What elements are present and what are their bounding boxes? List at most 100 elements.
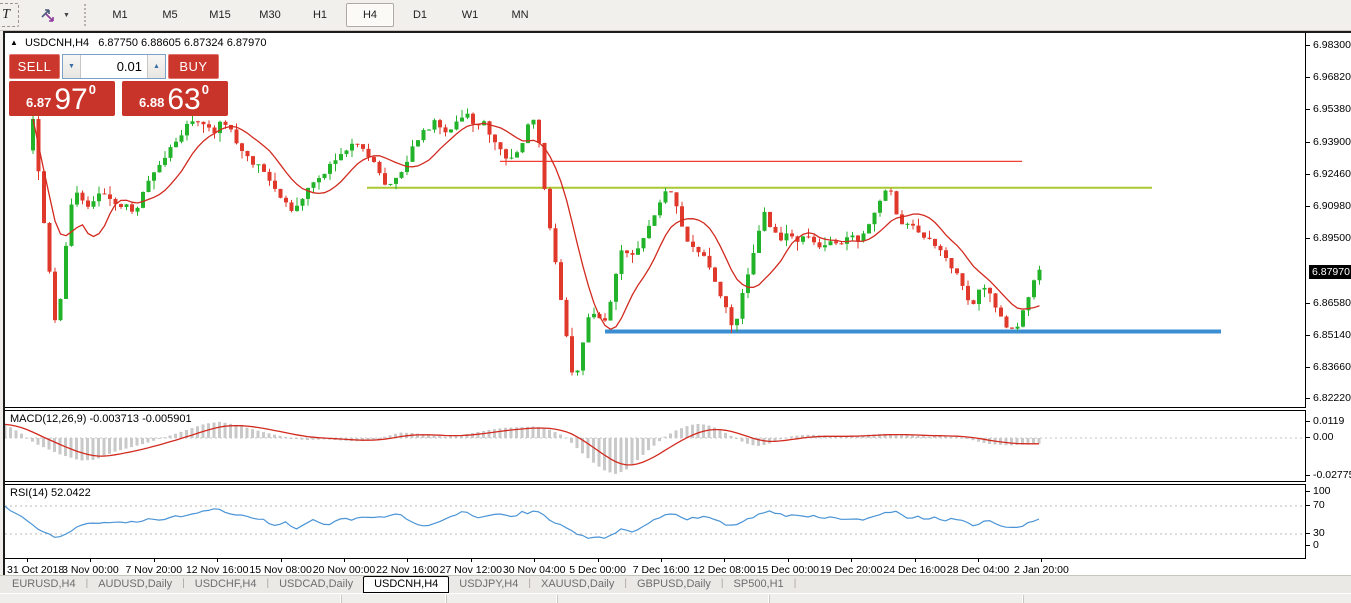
time-tick bbox=[90, 558, 92, 562]
text-tool-label: T bbox=[2, 7, 10, 22]
time-tick bbox=[851, 558, 853, 562]
axis-tick bbox=[1306, 77, 1310, 78]
time-axis-label: 12 Dec 08:00 bbox=[693, 564, 756, 576]
volume-decrease-button[interactable]: ▼ bbox=[63, 55, 81, 78]
time-tick bbox=[1041, 558, 1043, 562]
time-axis-label: 22 Nov 16:00 bbox=[376, 564, 439, 576]
sell-button[interactable]: SELL bbox=[9, 54, 60, 79]
buy-price-prefix: 6.88 bbox=[139, 95, 165, 110]
chart-tab-eurusd[interactable]: EURUSD,H4 bbox=[12, 578, 76, 590]
swap-arrows-icon bbox=[41, 9, 54, 22]
buy-price-point: 0 bbox=[201, 82, 209, 97]
time-axis-label: 19 Dec 20:00 bbox=[819, 564, 883, 576]
macd-axis-label: 0.00 bbox=[1313, 431, 1334, 443]
tab-separator: | bbox=[266, 578, 270, 589]
buy-button[interactable]: BUY bbox=[168, 54, 219, 79]
rsi-chart bbox=[5, 505, 1305, 539]
tab-separator: | bbox=[793, 578, 797, 589]
sell-quote-box[interactable]: 6.87 97 0 bbox=[9, 81, 115, 116]
axis-tick bbox=[1306, 491, 1310, 492]
toolbar-grip-handle[interactable] bbox=[83, 4, 88, 26]
timeframe-button-m30[interactable]: M30 bbox=[259, 9, 281, 21]
price-axis-label: 6.90980 bbox=[1313, 200, 1351, 212]
timeframe-button-d1[interactable]: D1 bbox=[412, 9, 428, 21]
time-axis-label: 20 Nov 00:00 bbox=[312, 564, 376, 576]
price-axis-label: 6.95380 bbox=[1313, 103, 1351, 115]
time-axis-label: 27 Nov 12:00 bbox=[439, 564, 503, 576]
current-price-tag: 6.87970 bbox=[1309, 265, 1351, 279]
timeframe-button-m15[interactable]: M15 bbox=[209, 9, 231, 21]
volume-stepper: ▼ 0.01 ▲ bbox=[62, 54, 166, 79]
time-tick bbox=[724, 558, 726, 562]
time-axis-label: 24 Dec 16:00 bbox=[883, 564, 946, 576]
axis-tick bbox=[1306, 109, 1310, 110]
timeframe-button-mn[interactable]: MN bbox=[511, 9, 529, 21]
order-arrows-icon[interactable] bbox=[34, 3, 62, 27]
axis-tick bbox=[1306, 437, 1310, 438]
axis-tick bbox=[1306, 45, 1310, 46]
axis-tick bbox=[1306, 206, 1310, 207]
rsi-label: RSI(14) 52.0422 bbox=[10, 487, 91, 499]
time-tick bbox=[217, 558, 219, 562]
rsi-panel[interactable]: RSI(14) 52.0422 bbox=[5, 484, 1306, 559]
axis-tick bbox=[1306, 367, 1310, 368]
collapse-arrow-icon[interactable]: ▲ bbox=[10, 38, 18, 47]
timeframe-button-h1[interactable]: H1 bbox=[312, 9, 328, 21]
sell-price-prefix: 6.87 bbox=[26, 95, 52, 110]
timeframe-button-m1[interactable]: M1 bbox=[112, 9, 128, 21]
chart-window: ▲ USDCNH,H4 6.87750 6.88605 6.87324 6.87… bbox=[3, 31, 1351, 577]
chart-tab-usdjpy[interactable]: USDJPY,H4 bbox=[459, 578, 519, 590]
chart-tab-sp500[interactable]: SP500,H1 bbox=[733, 578, 784, 590]
chart-tab-usdcad[interactable]: USDCAD,Daily bbox=[279, 578, 354, 590]
axis-tick bbox=[1306, 238, 1310, 239]
time-tick bbox=[407, 558, 409, 562]
sell-price-pips: 97 bbox=[54, 83, 88, 116]
statusbar-divider bbox=[445, 595, 447, 603]
time-tick bbox=[470, 558, 472, 562]
status-bar bbox=[0, 593, 1351, 603]
time-tick bbox=[153, 558, 155, 562]
axis-tick bbox=[1306, 303, 1310, 304]
chart-tab-xauusd[interactable]: XAUUSD,Daily bbox=[540, 578, 615, 590]
one-click-trading-panel: SELL ▼ 0.01 ▲ BUY 6.87 97 0 6.88 63 0 bbox=[9, 54, 228, 116]
price-axis[interactable]: 6.98300 6.96820 6.95380 6.93900 6.92460 6.909… bbox=[1306, 33, 1351, 577]
chart-tab-usdcnh[interactable]: USDCNH,H4 bbox=[363, 576, 450, 593]
time-tick bbox=[27, 558, 28, 562]
price-axis-label: 6.86580 bbox=[1313, 297, 1351, 309]
timeframe-button-w1[interactable]: W1 bbox=[461, 9, 479, 21]
volume-input[interactable]: 0.01 bbox=[81, 55, 147, 78]
chart-ohlc-values: 6.87750 6.88605 6.87324 6.87970 bbox=[98, 37, 267, 49]
buy-quote-box[interactable]: 6.88 63 0 bbox=[122, 81, 228, 116]
time-tick bbox=[597, 558, 599, 562]
chart-header: ▲ USDCNH,H4 6.87750 6.88605 6.87324 6.87… bbox=[10, 37, 266, 49]
rsi-axis-label: 30 bbox=[1313, 527, 1325, 539]
top-toolbar: T ▼ M1 M5 M15 M30 H1 H4 D1 W1 MN bbox=[0, 0, 1351, 31]
macd-axis-label: 0.0119 bbox=[1313, 415, 1345, 427]
statusbar-divider bbox=[1022, 595, 1024, 603]
time-axis-label: 5 Dec 00:00 bbox=[569, 564, 626, 576]
timeframe-button-h4[interactable]: H4 bbox=[346, 3, 394, 27]
axis-tick bbox=[1306, 421, 1310, 422]
time-tick bbox=[534, 558, 536, 562]
chart-tab-audusd[interactable]: AUDUSD,Daily bbox=[98, 578, 173, 590]
rsi-axis-label: 70 bbox=[1313, 499, 1325, 511]
time-axis[interactable]: 31 Oct 2018 3 Nov 00:00 7 Nov 20:00 12 Nov … bbox=[5, 558, 1351, 577]
statusbar-divider bbox=[768, 595, 770, 603]
chart-tab-gbpusd[interactable]: GBPUSD,Daily bbox=[636, 578, 711, 590]
rsi-axis-label: 0 bbox=[1313, 539, 1319, 551]
timeframe-button-m5[interactable]: M5 bbox=[162, 9, 178, 21]
candlestick-chart bbox=[31, 108, 1221, 376]
axis-tick bbox=[1306, 335, 1310, 336]
macd-panel[interactable]: MACD(12,26,9) -0.003713 -0.005901 bbox=[5, 410, 1306, 482]
axis-tick bbox=[1306, 475, 1310, 476]
tool-dropdown-caret-icon[interactable]: ▼ bbox=[63, 11, 70, 19]
text-tool-button[interactable]: T bbox=[0, 3, 19, 27]
time-tick bbox=[344, 558, 345, 562]
chart-tab-usdchf[interactable]: USDCHF,H4 bbox=[194, 578, 257, 590]
chart-tab-bar: EURUSD,H4 | AUDUSD,Daily | USDCHF,H4 | USDCAD,… bbox=[0, 575, 1351, 593]
quote-row: 6.87 97 0 6.88 63 0 bbox=[9, 81, 228, 116]
chart-symbol-label: USDCNH,H4 bbox=[24, 37, 90, 49]
time-axis-label: 28 Dec 04:00 bbox=[946, 564, 1010, 576]
volume-increase-button[interactable]: ▲ bbox=[147, 55, 165, 78]
time-axis-label: 2 Jan 20:00 bbox=[1013, 564, 1069, 576]
